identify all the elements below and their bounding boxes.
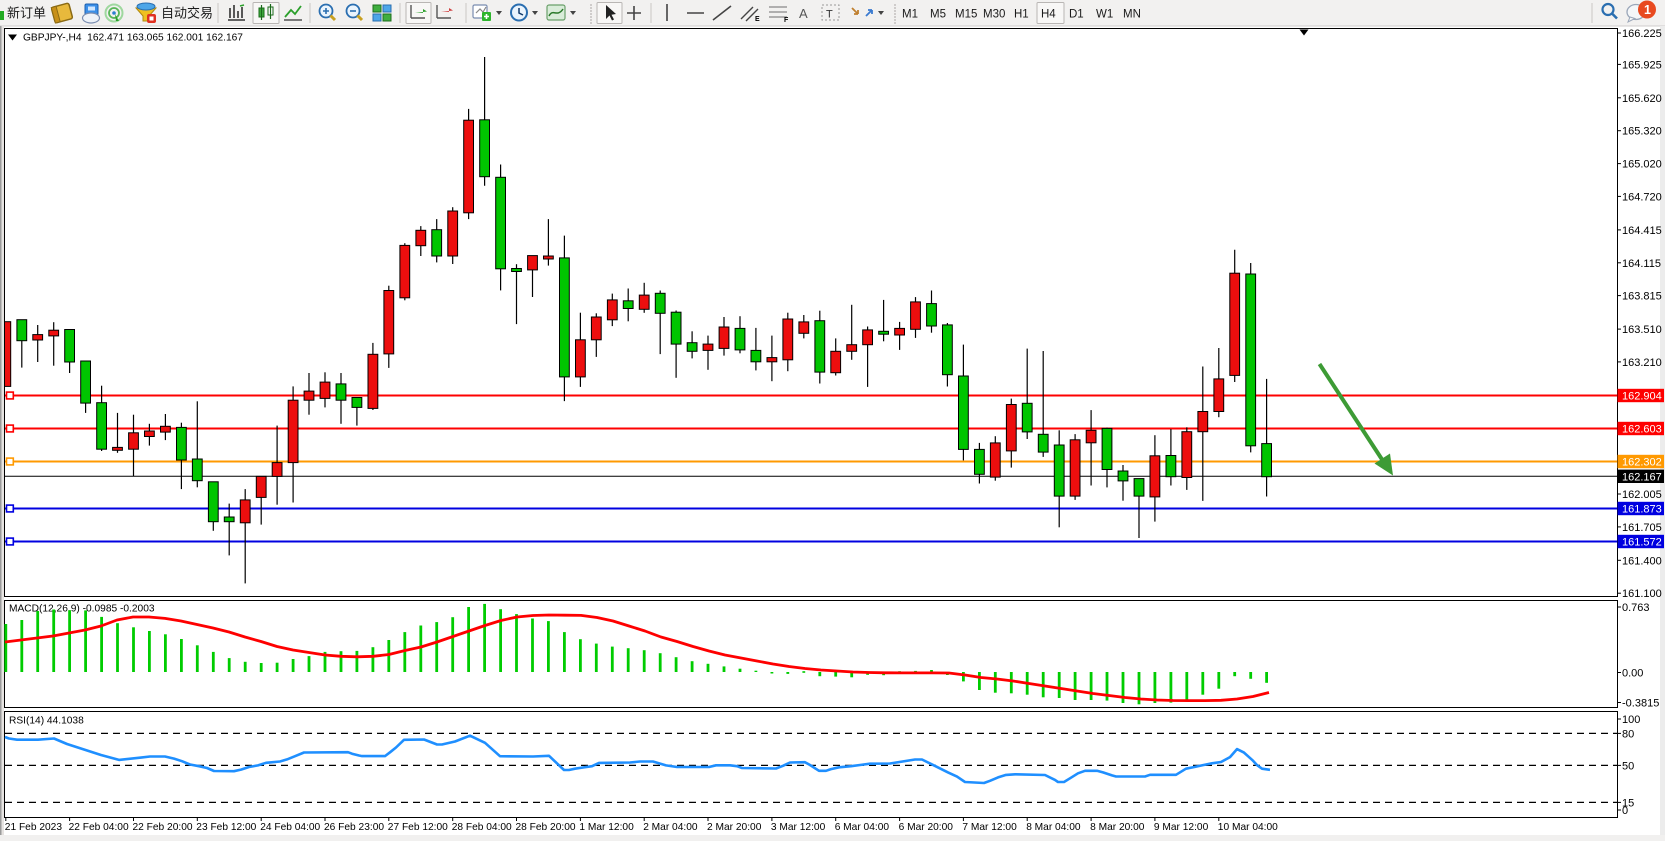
svg-text:9 Mar 12:00: 9 Mar 12:00	[1154, 822, 1209, 833]
svg-text:161.100: 161.100	[1622, 588, 1662, 600]
svg-text:165.020: 165.020	[1622, 159, 1662, 171]
svg-text:166.225: 166.225	[1622, 28, 1662, 40]
svg-text:162.005: 162.005	[1622, 489, 1662, 501]
svg-text:2 Mar 04:00: 2 Mar 04:00	[643, 822, 698, 833]
svg-text:M1: M1	[902, 9, 918, 21]
svg-text:GBPJPY-,H4 162.471 163.065 16: GBPJPY-,H4 162.471 163.065 162.001 162.1…	[23, 33, 243, 44]
svg-text:21 Feb 2023: 21 Feb 2023	[5, 822, 63, 833]
svg-text:163.815: 163.815	[1622, 291, 1662, 303]
svg-text:-0.3815: -0.3815	[1622, 698, 1659, 710]
svg-text:F: F	[784, 17, 789, 24]
svg-text:165.925: 165.925	[1622, 59, 1662, 71]
svg-text:24 Feb 04:00: 24 Feb 04:00	[260, 822, 320, 833]
svg-text:1: 1	[1644, 3, 1651, 17]
svg-text:1 Mar 12:00: 1 Mar 12:00	[579, 822, 634, 833]
svg-text:10 Mar 04:00: 10 Mar 04:00	[1218, 822, 1278, 833]
svg-text:161.705: 161.705	[1622, 522, 1662, 534]
svg-text:M15: M15	[955, 9, 977, 21]
svg-text:164.115: 164.115	[1622, 258, 1661, 270]
svg-text:80: 80	[1622, 728, 1634, 740]
svg-text:新订单: 新订单	[7, 6, 46, 21]
svg-text:162.904: 162.904	[1622, 391, 1662, 403]
svg-text:6 Mar 20:00: 6 Mar 20:00	[899, 822, 954, 833]
svg-text:W1: W1	[1096, 9, 1113, 21]
svg-text:A: A	[799, 6, 808, 21]
svg-text:自动交易: 自动交易	[161, 6, 213, 21]
svg-text:H1: H1	[1014, 9, 1029, 21]
svg-text:T: T	[826, 9, 833, 21]
svg-text:162.302: 162.302	[1622, 457, 1662, 469]
svg-text:0.763: 0.763	[1622, 602, 1650, 614]
svg-text:26 Feb 23:00: 26 Feb 23:00	[324, 822, 384, 833]
svg-text:8 Mar 04:00: 8 Mar 04:00	[1026, 822, 1081, 833]
svg-text:E: E	[755, 16, 760, 23]
svg-text:RSI(14) 44.1038: RSI(14) 44.1038	[9, 716, 84, 727]
svg-text:161.400: 161.400	[1622, 555, 1662, 567]
svg-text:163.510: 163.510	[1622, 324, 1662, 336]
svg-text:M5: M5	[930, 9, 946, 21]
svg-text:22 Feb 04:00: 22 Feb 04:00	[69, 822, 129, 833]
svg-text:164.415: 164.415	[1622, 225, 1662, 237]
svg-text:8 Mar 20:00: 8 Mar 20:00	[1090, 822, 1145, 833]
svg-text:165.320: 165.320	[1622, 126, 1662, 138]
svg-text:D1: D1	[1069, 9, 1084, 21]
svg-text:0.00: 0.00	[1622, 668, 1643, 680]
svg-text:23 Feb 12:00: 23 Feb 12:00	[196, 822, 256, 833]
svg-text:164.720: 164.720	[1622, 191, 1662, 203]
svg-text:MN: MN	[1123, 9, 1141, 21]
svg-text:H4: H4	[1041, 9, 1056, 21]
svg-text:28 Feb 04:00: 28 Feb 04:00	[452, 822, 512, 833]
svg-text:22 Feb 20:00: 22 Feb 20:00	[133, 822, 193, 833]
svg-text:162.603: 162.603	[1622, 424, 1662, 436]
svg-text:15: 15	[1622, 797, 1634, 809]
svg-text:0: 0	[1622, 805, 1628, 817]
svg-text:6 Mar 04:00: 6 Mar 04:00	[835, 822, 890, 833]
svg-text:50: 50	[1622, 760, 1634, 772]
svg-text:163.210: 163.210	[1622, 357, 1662, 369]
svg-text:161.572: 161.572	[1622, 537, 1662, 549]
svg-text:161.873: 161.873	[1622, 504, 1662, 516]
svg-text:MACD(12,26,9) -0.0985 -0.2003: MACD(12,26,9) -0.0985 -0.2003	[9, 604, 155, 615]
svg-text:28 Feb 20:00: 28 Feb 20:00	[516, 822, 576, 833]
svg-text:165.620: 165.620	[1622, 93, 1662, 105]
svg-text:27 Feb 12:00: 27 Feb 12:00	[388, 822, 448, 833]
svg-text:7 Mar 12:00: 7 Mar 12:00	[962, 822, 1017, 833]
svg-text:M30: M30	[983, 9, 1005, 21]
svg-text:3 Mar 12:00: 3 Mar 12:00	[771, 822, 826, 833]
svg-text:100: 100	[1622, 714, 1640, 726]
svg-text:162.167: 162.167	[1622, 471, 1662, 483]
svg-text:2 Mar 20:00: 2 Mar 20:00	[707, 822, 762, 833]
